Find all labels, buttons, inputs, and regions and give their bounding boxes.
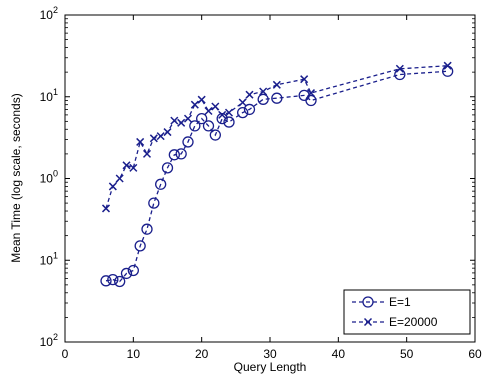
data-point-circle <box>216 112 228 125</box>
data-point-x <box>218 110 227 119</box>
data-point-circle <box>196 112 208 125</box>
data-point-x <box>115 174 124 183</box>
data-point-x <box>190 100 199 109</box>
data-point-circle <box>114 275 126 288</box>
data-point-x <box>129 163 138 172</box>
y-tick-label: 101 <box>40 250 58 267</box>
x-tick-label: 10 <box>127 347 141 361</box>
series-line-2 <box>105 65 448 209</box>
data-point-circle <box>168 149 180 161</box>
data-point-circle <box>175 148 187 160</box>
x-axis-label: Query Length <box>234 360 307 374</box>
x-tick-label: 50 <box>400 347 414 361</box>
legend: E=1 E=20000 <box>343 289 471 335</box>
data-point-circle <box>100 275 112 287</box>
data-point-circle <box>141 223 153 235</box>
y-tick-label: 100 <box>40 169 58 186</box>
data-point-x <box>272 80 281 89</box>
data-point-circle <box>107 273 119 286</box>
x-tick-label: 60 <box>468 347 482 361</box>
x-tick-label: 0 <box>62 347 69 361</box>
data-point-circle <box>182 136 194 148</box>
legend-label: E=1 <box>389 295 411 309</box>
ticks-layer: 0 10 20 30 40 50 60 102 101 100 101 102 <box>40 5 482 361</box>
data-point-circle <box>148 197 160 209</box>
data-point-circle <box>243 103 256 116</box>
data-point-x <box>142 149 152 158</box>
legend-label: E=20000 <box>389 315 438 329</box>
data-point-x <box>259 87 268 96</box>
data-point-x <box>183 114 193 123</box>
legend-marker-x <box>363 317 373 327</box>
data-point-x <box>177 118 186 127</box>
data-point-x <box>224 108 234 117</box>
y-tick-label: 101 <box>40 87 58 104</box>
data-point-x <box>245 90 254 99</box>
y-tick-label: 102 <box>40 332 58 349</box>
data-point-x <box>197 95 206 104</box>
data-point-x <box>149 134 158 143</box>
data-point-x <box>122 161 131 170</box>
data-point-circle <box>271 92 283 104</box>
data-point-x <box>443 61 452 70</box>
data-point-circle <box>223 116 235 128</box>
data-point-x <box>163 128 172 137</box>
plot-area <box>64 14 476 343</box>
data-point-circle <box>202 120 215 132</box>
data-point-x <box>204 106 213 115</box>
data-point-circle <box>189 120 201 132</box>
x-tick-label: 20 <box>195 347 209 361</box>
data-point-circle <box>209 129 221 141</box>
y-axis-label: Mean Time (log scale, seconds) <box>9 93 23 262</box>
y-tick-label: 102 <box>40 5 58 22</box>
data-point-circle <box>134 240 146 252</box>
data-point-x <box>238 98 247 107</box>
data-point-x <box>108 182 117 191</box>
data-point-circle <box>257 93 269 105</box>
data-point-circle <box>161 162 174 174</box>
data-point-circle <box>120 267 133 280</box>
data-point-x <box>300 75 309 84</box>
data-point-circle <box>237 106 249 119</box>
data-point-x <box>136 137 145 146</box>
data-point-x <box>170 116 179 125</box>
x-tick-label: 40 <box>332 347 346 361</box>
series-layer <box>100 61 454 288</box>
data-point-circle <box>305 94 317 107</box>
data-point-x <box>156 132 165 141</box>
data-point-x <box>306 89 316 98</box>
x-tick-label: 30 <box>263 347 277 361</box>
data-point-circle <box>155 178 167 190</box>
data-point-x <box>101 204 111 213</box>
data-point-x <box>395 64 404 73</box>
legend-marker-circle <box>362 296 374 308</box>
data-point-x <box>211 102 220 111</box>
data-point-circle <box>127 264 139 277</box>
